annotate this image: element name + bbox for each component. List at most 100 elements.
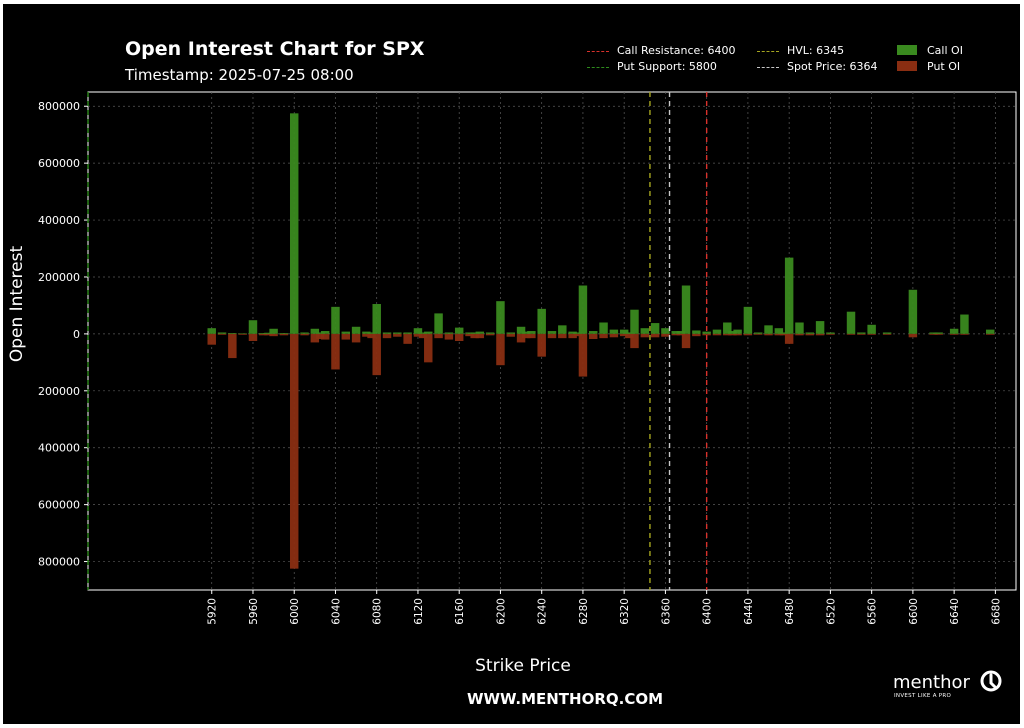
put-oi-bar — [248, 333, 258, 341]
call-oi-bar — [630, 309, 639, 334]
put-oi-bar — [217, 333, 227, 335]
call-oi-bar — [537, 308, 546, 334]
put-oi-bar — [619, 333, 629, 337]
legend-call-oi-label: Call OI — [927, 44, 963, 57]
call-oi-bar — [692, 330, 701, 334]
x-tick-label: 6680 — [990, 598, 1002, 625]
put-oi-bar — [444, 333, 454, 340]
put-oi-bar — [454, 333, 464, 341]
call-oi-bar — [238, 333, 247, 334]
y-tick-label: 0 — [73, 328, 80, 341]
put-oi-bar — [805, 333, 815, 336]
put-oi-bar — [527, 333, 536, 339]
call-oi-bar — [289, 113, 299, 334]
x-tick-label: 5960 — [248, 598, 260, 625]
legend-spot-price-label: Spot Price: 6364 — [787, 60, 878, 73]
put-oi-bar — [496, 333, 505, 366]
x-tick-label: 6400 — [702, 598, 714, 625]
put-oi-bar — [424, 333, 433, 363]
call-oi-bar — [217, 332, 227, 334]
put-oi-bar — [413, 333, 423, 337]
put-oi-bar — [609, 333, 619, 338]
put-oi-bar — [702, 333, 711, 336]
call-oi-bar — [300, 332, 309, 334]
call-oi-bar — [702, 331, 711, 334]
call-oi-bar — [228, 333, 237, 334]
call-oi-bar — [527, 331, 536, 334]
call-oi-bar — [485, 332, 495, 334]
put-oi-bar — [640, 333, 650, 338]
put-oi-bar — [315, 333, 325, 340]
put-oi-bar — [908, 333, 918, 338]
y-tick-label: 200000 — [38, 385, 80, 398]
x-tick-label: 5920 — [207, 598, 219, 625]
call-oi-bar — [578, 285, 588, 334]
call-oi-bar — [805, 332, 815, 334]
x-tick-label: 6360 — [660, 598, 672, 625]
call-oi-bar — [640, 328, 650, 334]
put-oi-bar — [846, 333, 856, 335]
logo-q-icon — [980, 670, 1002, 692]
put-oi-bar — [506, 333, 515, 337]
call-oi-bar — [728, 331, 737, 334]
put-oi-bar — [403, 333, 412, 344]
legend-hvl-label: HVL: 6345 — [787, 44, 845, 57]
put-oi-bar — [372, 333, 381, 376]
website-url: WWW.MENTHORQ.COM — [466, 690, 664, 708]
call-oi-bar — [929, 332, 938, 334]
put-oi-bar — [764, 333, 773, 336]
put-oi-bar — [310, 333, 320, 343]
put-oi-bar — [712, 333, 722, 336]
y-axis-label: Open Interest — [7, 245, 27, 363]
put-oi-bar — [367, 333, 376, 339]
call-oi-bar — [676, 331, 686, 334]
call-oi-bar — [341, 331, 351, 334]
call-oi-bar — [310, 328, 320, 334]
logo-wordmark: menthor — [893, 672, 970, 693]
call-oi-bar — [985, 329, 995, 334]
chart-frame: 800000 600000 400000 200000 0 200000 400000 600… — [3, 4, 1020, 724]
put-oi-bar — [470, 333, 479, 339]
put-oi-bar — [728, 333, 737, 336]
call-oi-bar — [949, 328, 959, 334]
put-oi-bar — [537, 333, 546, 357]
call-oi-bar — [846, 311, 856, 334]
call-oi-bar — [589, 331, 598, 334]
put-oi-bar — [362, 333, 371, 337]
call-oi-bar — [625, 332, 634, 334]
put-oi-bar — [661, 333, 670, 337]
x-tick-label: 6080 — [372, 598, 384, 625]
call-oi-bar — [573, 332, 583, 334]
put-oi-bar — [568, 333, 577, 339]
put-oi-bar — [434, 333, 443, 339]
call-oi-bar — [960, 314, 969, 334]
put-oi-bar — [882, 333, 892, 335]
call-oi-bar — [774, 328, 784, 334]
call-oi-bar — [934, 332, 943, 334]
call-oi-bar — [547, 331, 557, 334]
x-tick-label: 6040 — [330, 598, 342, 625]
legend-call-resistance-swatch — [587, 51, 609, 52]
legend-put-support-label: Put Support: 5800 — [617, 60, 717, 73]
put-oi-bar — [573, 333, 583, 337]
put-oi-bar — [676, 333, 686, 336]
chart-legend: Call Resistance: 6400 Put Support: 5800 … — [587, 44, 987, 84]
call-oi-bar — [712, 329, 722, 334]
legend-spot-price-swatch — [757, 67, 779, 68]
call-oi-bar — [331, 306, 340, 334]
legend-put-oi-label: Put OI — [927, 60, 961, 73]
x-tick-label: 6640 — [949, 598, 961, 625]
x-tick-label: 6320 — [619, 598, 631, 625]
y-tick-label: 800000 — [38, 100, 80, 113]
y-tick-label: 800000 — [38, 556, 80, 569]
put-oi-bar — [815, 333, 825, 336]
put-oi-bar — [351, 333, 361, 343]
put-oi-bar — [485, 333, 495, 336]
call-oi-bar — [264, 332, 273, 334]
x-tick-label: 6560 — [867, 598, 879, 625]
put-oi-bar — [743, 333, 753, 336]
put-oi-bar — [269, 333, 278, 337]
put-oi-bar — [949, 333, 959, 335]
call-oi-bar — [434, 313, 443, 334]
put-oi-bar — [382, 333, 392, 339]
